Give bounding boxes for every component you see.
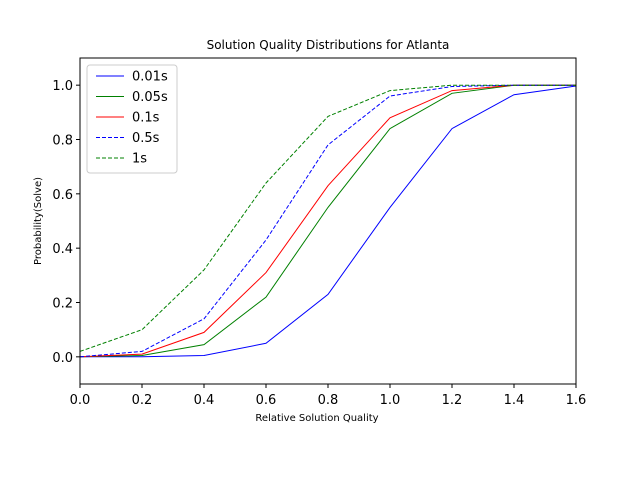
x-tick-label: 1.2: [442, 393, 463, 408]
y-tick-label: 0.8: [52, 134, 73, 149]
legend-label: 0.01s: [132, 70, 168, 85]
x-axis: 0.0 0.2 0.4 0.6 0.8 1.0 1.2 1.4 1.6: [70, 384, 587, 408]
legend-label: 1s: [132, 152, 147, 167]
series-line-0.5s: [79, 84, 576, 358]
legend: 0.01s 0.05s 0.1s 0.5s 1s: [86, 64, 178, 174]
y-tick-label: 0.2: [52, 297, 73, 312]
legend-label: 0.5s: [132, 131, 160, 146]
x-tick-label: 0.0: [70, 393, 91, 408]
y-tick-label: 0.6: [52, 188, 73, 203]
legend-box: [86, 64, 178, 174]
y-tick-label: 0.0: [52, 351, 73, 366]
x-tick-label: 1.4: [504, 393, 525, 408]
plot-lines: [79, 84, 577, 358]
legend-label: 0.05s: [132, 90, 168, 105]
chart-title: Solution Quality Distributions for Atlan…: [207, 38, 450, 52]
series-line-0.01s: [80, 85, 577, 358]
x-axis-label: Relative Solution Quality: [255, 413, 378, 424]
x-tick-label: 1.6: [566, 393, 587, 408]
y-tick-label: 0.4: [52, 242, 73, 257]
x-tick-label: 0.2: [132, 393, 153, 408]
series-line-0.1s: [79, 84, 576, 358]
series-line-0.05s: [79, 84, 576, 358]
x-tick-label: 1.0: [380, 393, 401, 408]
x-tick-label: 0.6: [256, 393, 277, 408]
series-line-1s: [79, 84, 576, 352]
legend-label: 0.1s: [132, 111, 160, 126]
x-tick-label: 0.4: [194, 393, 215, 408]
y-axis-label: Probability(Solve): [33, 177, 44, 265]
y-axis: 0.0 0.2 0.4 0.6 0.8 1.0: [52, 79, 80, 366]
y-tick-label: 1.0: [52, 79, 73, 94]
x-tick-label: 0.8: [318, 393, 339, 408]
